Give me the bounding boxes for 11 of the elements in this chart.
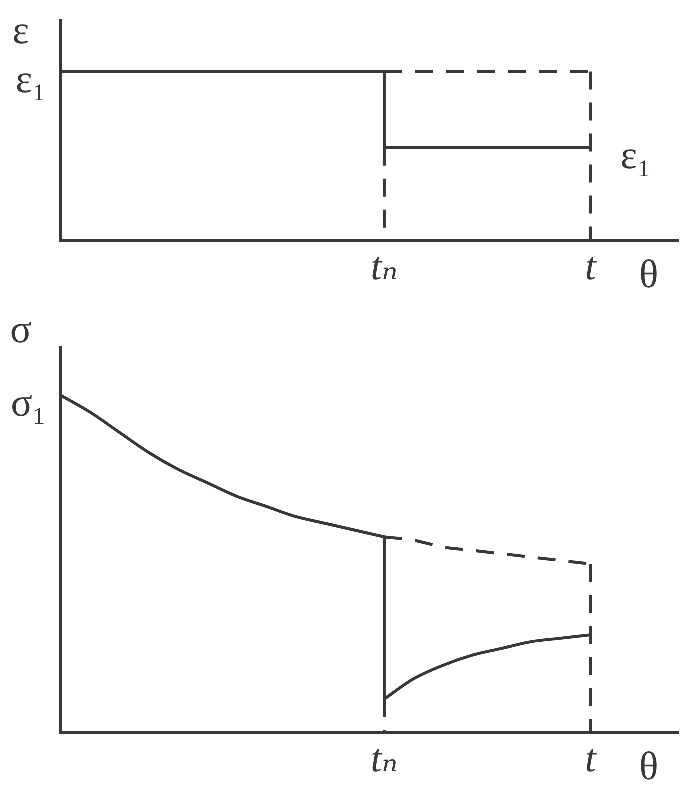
annotation: ε₁ — [620, 132, 652, 178]
text: σ₁ — [10, 380, 46, 425]
y-axis-title: σ — [10, 306, 32, 352]
x-axis-title: θ — [639, 252, 659, 296]
y-axis-title: ε — [12, 8, 30, 52]
x-tick-label: tₙ — [370, 244, 398, 289]
x-tick-label: t — [585, 244, 598, 289]
x-tick-label: tₙ — [370, 736, 398, 781]
x-tick-label: t — [585, 736, 598, 781]
x-axis-title: θ — [639, 744, 659, 788]
text: ε₁ — [16, 56, 46, 102]
